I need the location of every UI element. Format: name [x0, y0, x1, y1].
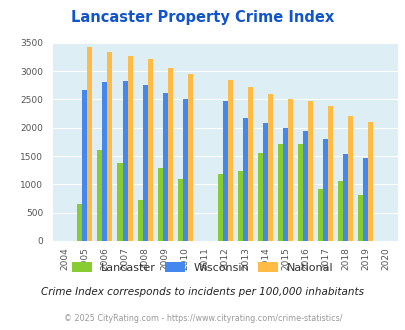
Bar — [342, 154, 347, 241]
Bar — [367, 121, 372, 241]
Bar — [142, 85, 147, 241]
Bar — [227, 80, 232, 241]
Bar — [357, 195, 362, 241]
Text: Lancaster Property Crime Index: Lancaster Property Crime Index — [71, 10, 334, 25]
Bar — [122, 82, 127, 241]
Bar — [257, 153, 262, 241]
Bar — [242, 118, 247, 241]
Bar — [127, 56, 132, 241]
Bar — [177, 179, 182, 241]
Bar — [247, 87, 252, 241]
Bar — [287, 99, 292, 241]
Bar — [137, 200, 142, 241]
Bar — [222, 101, 227, 241]
Bar — [157, 168, 162, 241]
Bar — [262, 123, 267, 241]
Bar — [237, 171, 242, 241]
Bar — [297, 144, 302, 241]
Bar — [322, 139, 327, 241]
Bar — [107, 52, 112, 241]
Bar — [347, 116, 352, 241]
Bar — [187, 74, 192, 241]
Bar — [337, 181, 342, 241]
Bar — [167, 68, 172, 241]
Bar — [302, 131, 307, 241]
Bar — [97, 150, 102, 241]
Bar — [87, 48, 92, 241]
Bar — [102, 82, 107, 241]
Bar — [327, 106, 333, 241]
Bar — [147, 59, 152, 241]
Text: © 2025 CityRating.com - https://www.cityrating.com/crime-statistics/: © 2025 CityRating.com - https://www.city… — [64, 314, 341, 323]
Bar — [162, 93, 167, 241]
Bar — [282, 128, 287, 241]
Bar — [77, 204, 82, 241]
Text: Crime Index corresponds to incidents per 100,000 inhabitants: Crime Index corresponds to incidents per… — [41, 287, 364, 297]
Legend: Lancaster, Wisconsin, National: Lancaster, Wisconsin, National — [68, 258, 337, 278]
Bar — [217, 174, 222, 241]
Bar — [117, 163, 122, 241]
Bar — [277, 144, 282, 241]
Bar — [182, 99, 187, 241]
Bar — [362, 158, 367, 241]
Bar — [82, 90, 87, 241]
Bar — [318, 189, 322, 241]
Bar — [307, 101, 312, 241]
Bar — [267, 94, 272, 241]
